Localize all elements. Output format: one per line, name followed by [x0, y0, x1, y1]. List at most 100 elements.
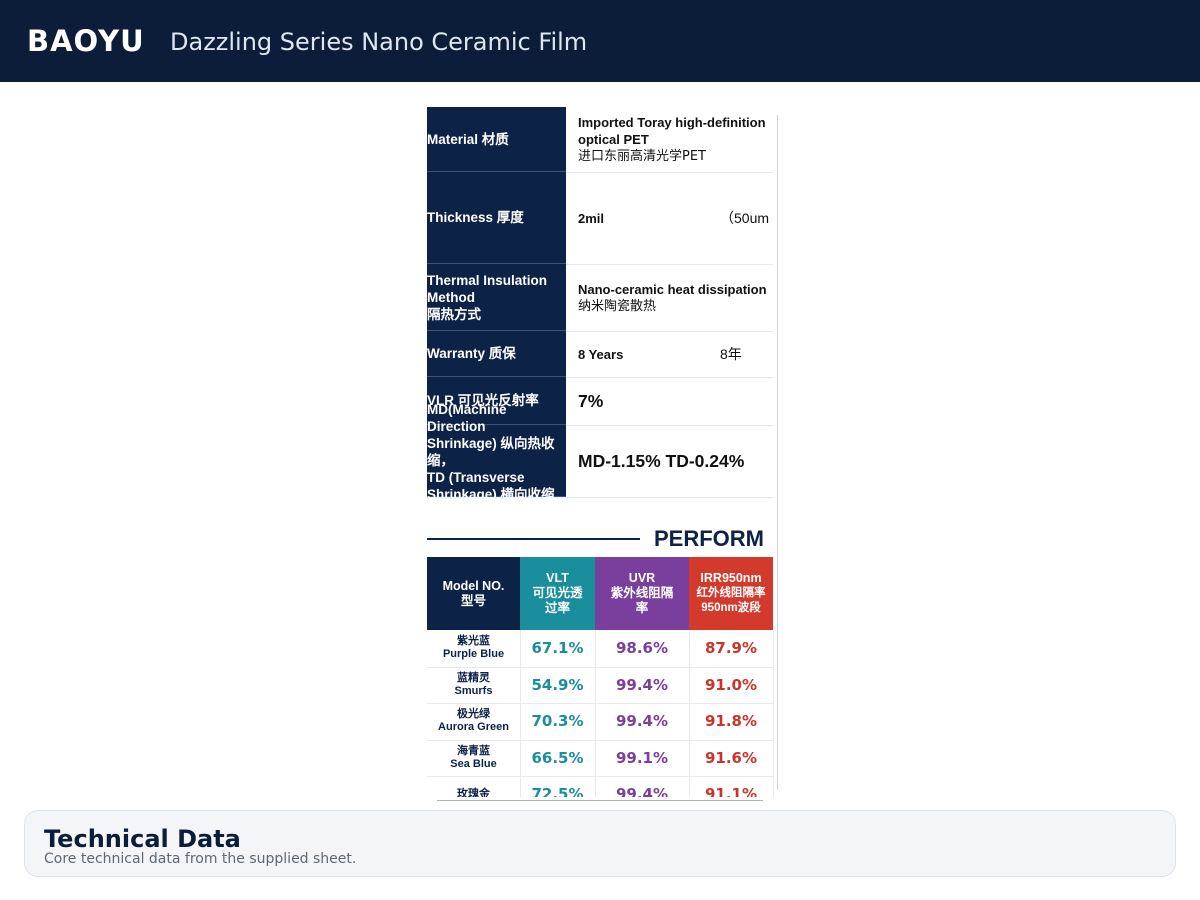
- spec-value: Nano-ceramic heat dissipation 纳米陶瓷散热: [578, 264, 773, 331]
- heading-rule: [427, 538, 640, 540]
- card-subtitle: Core technical data from the supplied sh…: [44, 851, 357, 867]
- value-line: Imported Toray high-definition: [578, 115, 766, 130]
- brand[interactable]: BAOYU: [27, 24, 145, 58]
- spec-aside: 8年: [720, 346, 742, 362]
- label-line: Thickness 厚度: [427, 210, 524, 225]
- label-line: Thermal Insulation: [427, 272, 548, 288]
- value-line: 纳米陶瓷散热: [578, 298, 657, 314]
- spec-label: VLR 可见光反射率: [427, 377, 566, 425]
- header-line: VLT: [546, 571, 569, 585]
- label-line: VLR 可见光反射率: [427, 393, 539, 408]
- spec-row: VLR 可见光反射率 7%: [427, 377, 773, 426]
- value-line: optical PET: [578, 132, 649, 147]
- label-line: Material 材质: [427, 131, 509, 147]
- performance-value: 99.4%: [615, 675, 669, 694]
- header-line: IRR950nm: [700, 571, 762, 585]
- value-cell: 54.9%: [520, 666, 596, 704]
- value-line: 进口东丽高清光学PET: [578, 149, 706, 164]
- value-cell: 66.5%: [520, 739, 596, 777]
- model-cell: 玫瑰金: [427, 776, 521, 797]
- performance-value: 54.9%: [531, 675, 584, 694]
- model-cell: 蓝精灵 Smurfs: [427, 666, 521, 704]
- performance-value: 99.4%: [615, 712, 669, 731]
- label-line: Warranty 质保: [427, 346, 516, 361]
- spec-value: MD-1.15% TD-0.24%: [578, 425, 773, 497]
- spec-value: 7%: [578, 377, 773, 425]
- performance-value: 91.1%: [704, 785, 758, 797]
- performance-value: 91.6%: [704, 748, 758, 767]
- performance-value: 99.1%: [615, 748, 669, 767]
- header-line: 950nm波段: [701, 602, 761, 614]
- value-cell: 87.9%: [689, 630, 774, 668]
- column-header: VLT 可见光透 过率: [520, 557, 595, 630]
- spec-sheet-image: Material 材质 Imported Toray high-definitio…: [427, 107, 777, 797]
- spec-value: Imported Toray high-definition optical PE…: [578, 107, 773, 172]
- performance-value: 99.4%: [615, 785, 669, 797]
- header-line: 过率: [544, 601, 570, 615]
- value-cell: 99.1%: [595, 739, 690, 777]
- spec-label: Warranty 质保: [427, 331, 566, 377]
- model-cell: 海青蓝 Sea Blue: [427, 739, 521, 777]
- spec-label: Material 材质: [427, 107, 566, 172]
- value-cell: 99.4%: [595, 703, 690, 741]
- header-line: 红外线阻隔率: [696, 587, 766, 599]
- spec-label: Thermal Insulation Method 隔热方式: [427, 264, 566, 331]
- value-line: 7%: [578, 390, 604, 411]
- value-cell: 99.4%: [595, 666, 690, 704]
- model-name: 蓝精灵: [457, 671, 490, 684]
- value-line: MD-1.15% TD-0.24%: [578, 450, 745, 471]
- value-line: 2mil: [578, 210, 605, 226]
- label-line: Shrinkage) 纵向热收缩，: [427, 436, 555, 468]
- value-cell: 91.6%: [689, 739, 774, 777]
- model-name: 极光绿: [457, 708, 490, 721]
- spec-row: Thermal Insulation Method 隔热方式 Nano-ceramic…: [427, 264, 773, 332]
- header-line: 率: [635, 601, 649, 615]
- performance-value: 91.0%: [704, 675, 758, 694]
- spec-aside: （50um: [720, 210, 770, 226]
- model-cell: 紫光蓝 Purple Blue: [427, 630, 521, 668]
- header-line: Model NO.: [442, 578, 505, 593]
- value-cell: 72.5%: [520, 776, 596, 797]
- performance-value: 91.8%: [704, 712, 758, 731]
- value-cell: 70.3%: [520, 703, 596, 741]
- model-name: Sea Blue: [450, 757, 497, 770]
- performance-value: 67.1%: [531, 639, 584, 658]
- label-line: TD (Transverse: [427, 470, 525, 485]
- column-header: Model NO. 型号: [427, 557, 520, 630]
- value-line: 8 Years: [578, 346, 624, 362]
- divider: [437, 800, 763, 801]
- value-cell: 67.1%: [520, 630, 596, 668]
- performance-value: 70.3%: [531, 712, 584, 731]
- header-line: 紫外线阻隔: [610, 586, 674, 600]
- model-cell: 极光绿 Aurora Green: [427, 703, 521, 741]
- spec-row: Warranty 质保 8 Years 8年: [427, 331, 773, 378]
- column-header: UVR 紫外线阻隔率: [595, 557, 689, 630]
- divider: [777, 115, 778, 790]
- spec-value: 8 Years: [578, 331, 773, 377]
- header-line: 型号: [460, 593, 486, 608]
- model-name: Smurfs: [454, 684, 493, 697]
- label-line: Method: [427, 289, 475, 305]
- performance-value: 98.6%: [615, 639, 669, 658]
- model-name: 玫瑰金: [457, 787, 490, 797]
- value-cell: 91.8%: [689, 703, 774, 741]
- label-line: MD(Machine Direction: [427, 402, 507, 434]
- model-name: Purple Blue: [442, 648, 505, 661]
- model-name: 海青蓝: [457, 744, 490, 757]
- model-name: 紫光蓝: [457, 635, 490, 648]
- value-cell: 91.1%: [689, 776, 774, 797]
- header: BAOYU Dazzling Series Nano Ceramic Film: [0, 0, 1200, 82]
- header-line: 可见光透: [532, 586, 583, 600]
- performance-value: 87.9%: [704, 639, 758, 658]
- value-cell: 98.6%: [595, 630, 690, 668]
- performance-value: 72.5%: [531, 785, 584, 797]
- spec-row: Material 材质 Imported Toray high-definitio…: [427, 107, 773, 173]
- section-heading: PERFORM: [654, 526, 764, 551]
- column-header: IRR950nm 红外线阻隔率 950nm波段: [689, 557, 773, 630]
- value-cell: 91.0%: [689, 666, 774, 704]
- value-line: Nano-ceramic heat dissipation: [578, 281, 767, 297]
- spec-value: 2mil: [578, 172, 773, 264]
- value-cell: 99.4%: [595, 776, 690, 797]
- model-name: Aurora Green: [438, 721, 509, 734]
